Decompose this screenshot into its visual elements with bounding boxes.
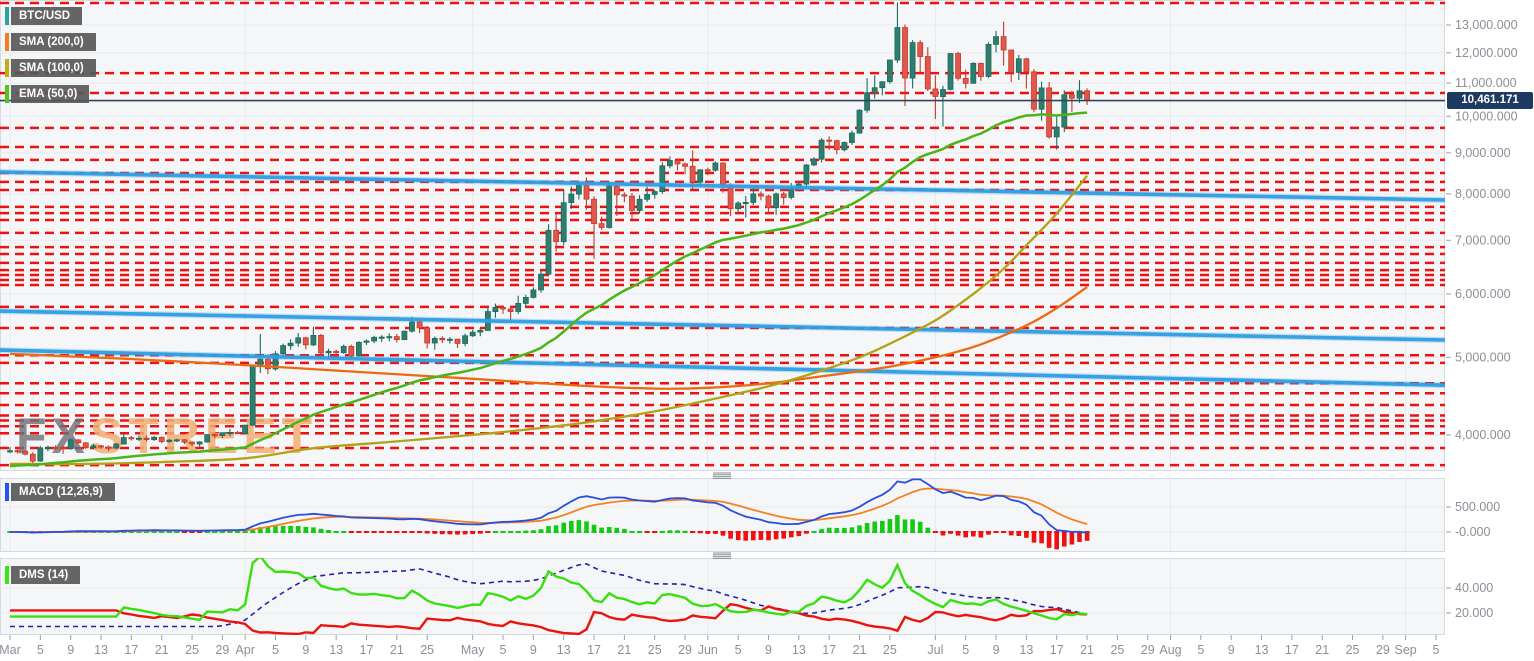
svg-text:29: 29 [1141, 643, 1155, 657]
svg-text:21: 21 [853, 643, 867, 657]
svg-text:Sep: Sep [1395, 643, 1417, 657]
svg-text:29: 29 [678, 643, 692, 657]
ema50-chip-label: EMA (50,0) [11, 85, 90, 103]
svg-text:5: 5 [735, 643, 742, 657]
svg-text:9: 9 [302, 643, 309, 657]
svg-text:8,000.000: 8,000.000 [1455, 187, 1511, 201]
svg-text:9,000.000: 9,000.000 [1455, 146, 1511, 160]
svg-text:21: 21 [155, 643, 169, 657]
svg-text:17: 17 [124, 643, 138, 657]
svg-text:25: 25 [1110, 643, 1124, 657]
macd-layer [7, 478, 1090, 550]
svg-text:4,000.000: 4,000.000 [1455, 428, 1511, 442]
svg-text:11,000.000: 11,000.000 [1455, 76, 1517, 90]
svg-text:13: 13 [1019, 643, 1033, 657]
svg-text:6,000.000: 6,000.000 [1455, 287, 1511, 301]
svg-text:20.000: 20.000 [1455, 606, 1493, 620]
dms-color-bar [5, 566, 9, 584]
svg-text:25: 25 [648, 643, 662, 657]
svg-text:25: 25 [420, 643, 434, 657]
svg-text:25: 25 [1346, 643, 1360, 657]
svg-text:40.000: 40.000 [1455, 581, 1493, 595]
svg-text:21: 21 [1315, 643, 1329, 657]
dms-chip[interactable]: DMS (14) [5, 566, 81, 584]
svg-text:-0.000: -0.000 [1455, 525, 1490, 539]
trendlines-layer [0, 169, 1446, 389]
svg-text:17: 17 [822, 643, 836, 657]
svg-text:29: 29 [1376, 643, 1390, 657]
moving-averages-layer [9, 111, 1088, 468]
svg-text:17: 17 [1050, 643, 1064, 657]
svg-text:21: 21 [390, 643, 404, 657]
svg-text:29: 29 [215, 643, 229, 657]
ema50-color-bar [5, 85, 9, 103]
svg-text:May: May [461, 643, 485, 657]
svg-text:5: 5 [272, 643, 279, 657]
svg-text:5: 5 [37, 643, 44, 657]
ema50-chip[interactable]: EMA (50,0) [5, 85, 90, 103]
svg-text:9: 9 [530, 643, 537, 657]
svg-text:13: 13 [1255, 643, 1269, 657]
svg-text:25: 25 [883, 643, 897, 657]
svg-text:17: 17 [360, 643, 374, 657]
sma100-color-bar [5, 59, 9, 77]
sma100-chip[interactable]: SMA (100,0) [5, 59, 96, 77]
svg-text:5: 5 [1433, 643, 1440, 657]
svg-text:13,000.000: 13,000.000 [1455, 18, 1518, 32]
svg-text:500.000: 500.000 [1455, 500, 1500, 514]
macd-color-bar [5, 483, 9, 501]
sma200-chip-label: SMA (200,0) [11, 33, 96, 51]
sma200-color-bar [5, 33, 9, 51]
price-axis: 13,000.000 12,000.000 11,000.000 10,000.000… [1446, 18, 1518, 620]
svg-text:9: 9 [993, 643, 1000, 657]
dms-layer [10, 558, 1088, 635]
svg-text:Aug: Aug [1159, 643, 1181, 657]
svg-text:9: 9 [67, 643, 74, 657]
svg-text:17: 17 [1285, 643, 1299, 657]
svg-text:17: 17 [587, 643, 601, 657]
svg-text:Jul: Jul [927, 643, 943, 657]
svg-text:9: 9 [1228, 643, 1235, 657]
svg-text:13: 13 [792, 643, 806, 657]
svg-text:Jun: Jun [698, 643, 718, 657]
current-price-badge: 10,461.171 [1447, 92, 1533, 109]
svg-text:5: 5 [500, 643, 507, 657]
dms-chip-label: DMS (14) [11, 566, 81, 584]
svg-text:9: 9 [765, 643, 772, 657]
svg-text:13: 13 [557, 643, 571, 657]
svg-text:5,000.000: 5,000.000 [1455, 350, 1511, 364]
svg-text:21: 21 [1080, 643, 1094, 657]
symbol-chip-label: BTC/USD [11, 7, 83, 25]
svg-text:25: 25 [185, 643, 199, 657]
svg-text:21: 21 [617, 643, 631, 657]
symbol-chip[interactable]: BTC/USD [5, 7, 83, 25]
svg-text:10,000.000: 10,000.000 [1455, 109, 1518, 123]
time-axis: Mar 5 9 13 17 21 25 29 Apr 5 9 13 17 21 25 May 5 9 13 17 21 2… [0, 635, 1440, 657]
macd-chip-label: MACD (12,26,9) [11, 483, 115, 501]
sma100-chip-label: SMA (100,0) [11, 59, 96, 77]
svg-text:13: 13 [329, 643, 343, 657]
sma200-chip[interactable]: SMA (200,0) [5, 33, 96, 51]
svg-text:13: 13 [94, 643, 108, 657]
svg-text:7,000.000: 7,000.000 [1455, 233, 1511, 247]
symbol-color-bar [5, 7, 9, 25]
panel-resize-handle[interactable] [713, 552, 731, 559]
svg-text:5: 5 [1197, 643, 1204, 657]
svg-text:Mar: Mar [0, 643, 21, 657]
svg-text:5: 5 [962, 643, 969, 657]
macd-chip[interactable]: MACD (12,26,9) [5, 483, 115, 501]
svg-text:12,000.000: 12,000.000 [1455, 46, 1518, 60]
svg-text:Apr: Apr [235, 643, 254, 657]
panel-resize-handle[interactable] [713, 472, 731, 479]
